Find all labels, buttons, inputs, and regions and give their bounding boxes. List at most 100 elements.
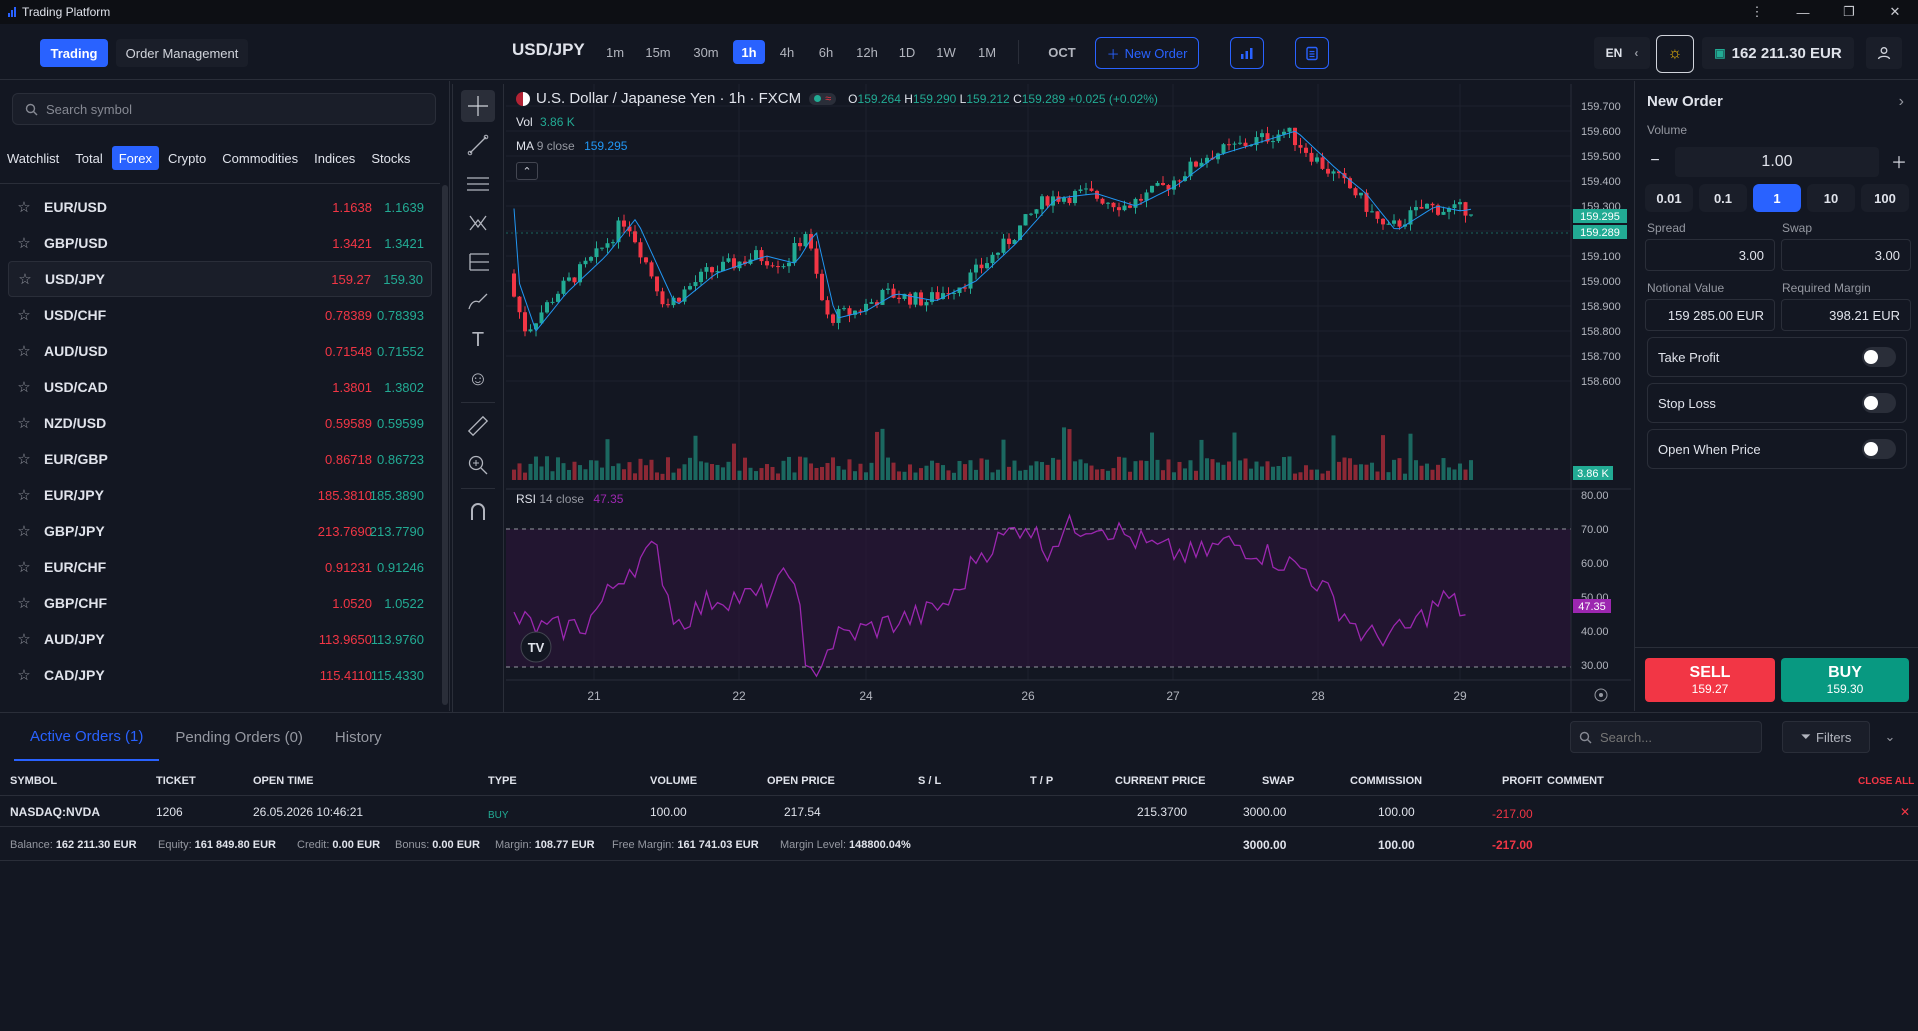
col-sl[interactable]: S / L [918,775,942,787]
col-swap[interactable]: SWAP [1262,775,1295,787]
star-icon[interactable]: ☆ [17,199,31,216]
close-all-button[interactable]: CLOSE ALL [1858,775,1915,787]
star-icon[interactable]: ☆ [17,523,31,540]
nav-order-management-button[interactable]: Order Management [116,39,248,67]
symbol-row[interactable]: ☆ USD/CHF 0.78389 0.78393 [8,297,432,333]
timeframe-6h[interactable]: 6h [818,44,834,60]
col-type[interactable]: TYPE [488,775,517,787]
zoom-tool[interactable] [461,449,495,481]
tab-active-orders[interactable]: Active Orders (1) [14,713,160,761]
star-icon[interactable]: ☆ [17,235,31,252]
symbol-row[interactable]: ☆ CAD/JPY 115.4110 115.4330 [8,657,432,693]
chevron-right-icon[interactable]: › [1898,93,1904,110]
volume-decrement-button[interactable]: − [1643,147,1667,175]
star-icon[interactable]: ☆ [17,307,31,324]
ruler-tool[interactable] [461,410,495,442]
orders-search[interactable] [1570,721,1762,753]
col-current-price[interactable]: CURRENT PRICE [1115,775,1206,787]
timeframe-1h[interactable]: 1h [733,40,765,64]
timeframe-1mo[interactable]: 1M [977,44,997,60]
chart-canvas[interactable]: 159.700159.600159.500159.400159.300159.2… [506,84,1631,712]
quick-volume-1[interactable]: 1 [1753,184,1801,212]
oct-button[interactable]: OCT [1048,44,1076,60]
quick-volume-0.01[interactable]: 0.01 [1645,184,1693,212]
price-chart[interactable]: 159.700159.600159.500159.400159.300159.2… [506,84,1631,712]
pattern-tool[interactable] [461,207,495,239]
filters-button[interactable]: ⏷ Filters [1782,721,1870,753]
buy-button[interactable]: BUY 159.30 [1781,658,1909,702]
col-volume[interactable]: VOLUME [650,775,698,787]
col-commission[interactable]: COMMISSION [1350,775,1423,787]
tab-stocks[interactable]: Stocks [371,150,411,166]
text-tool[interactable]: T [461,324,495,356]
close-order-icon[interactable]: ✕ [1900,805,1911,819]
symbol-search[interactable] [12,93,436,125]
tab-commodities[interactable]: Commodities [222,150,299,166]
search-input[interactable] [46,101,426,117]
horizontal-lines-tool[interactable] [461,168,495,200]
volume-increment-button[interactable]: ＋ [1887,147,1911,175]
quick-volume-0.1[interactable]: 0.1 [1699,184,1747,212]
col-tp[interactable]: T / P [1030,775,1054,787]
tab-indices[interactable]: Indices [314,150,356,166]
star-icon[interactable]: ☆ [17,343,31,360]
symbol-row[interactable]: ☆ USD/JPY 159.27 159.30 [8,261,432,297]
timeframe-12h[interactable]: 12h [856,44,878,60]
col-comment[interactable]: COMMENT [1547,775,1604,787]
tab-watchlist[interactable]: Watchlist [7,150,60,166]
star-icon[interactable]: ☆ [17,631,31,648]
timeframe-15m[interactable]: 15m [645,44,671,60]
timeframe-1w[interactable]: 1W [936,44,956,60]
symbol-row[interactable]: ☆ EUR/USD 1.1638 1.1639 [8,189,432,225]
chart-type-button[interactable] [1230,37,1264,69]
collapse-legend-button[interactable]: ⌃ [516,162,538,180]
symbol-row[interactable]: ☆ AUD/JPY 113.9650 113.9760 [8,621,432,657]
new-order-button[interactable]: ＋ New Order [1095,37,1199,69]
emoji-tool[interactable]: ☺ [461,363,495,395]
star-icon[interactable]: ☆ [17,451,31,468]
restore-button[interactable]: ❐ [1843,4,1855,19]
sell-button[interactable]: SELL 159.27 [1645,658,1775,702]
symbol-row[interactable]: ☆ EUR/CHF 0.91231 0.91246 [8,549,432,585]
timeframe-30m[interactable]: 30m [693,44,719,60]
symbol-row[interactable]: ☆ USD/CAD 1.3801 1.3802 [8,369,432,405]
take-profit-row[interactable]: Take Profit [1647,337,1907,377]
tab-crypto[interactable]: Crypto [167,150,207,166]
language-selector[interactable]: EN ‹ [1594,37,1650,69]
fib-tool[interactable] [461,246,495,278]
symbol-row[interactable]: ☆ GBP/JPY 213.7690 213.7790 [8,513,432,549]
account-balance[interactable]: ▣ 162 211.30 EUR [1702,37,1854,69]
user-profile-button[interactable] [1866,37,1902,69]
col-open-price[interactable]: OPEN PRICE [767,775,835,787]
close-window-button[interactable]: ✕ [1889,4,1901,19]
tab-forex[interactable]: Forex [111,146,159,170]
more-menu-icon[interactable]: ⋮ [1750,4,1764,19]
header-symbol[interactable]: USD/JPY [512,40,585,59]
timeframe-4h[interactable]: 4h [779,44,795,60]
star-icon[interactable]: ☆ [17,559,31,576]
magnet-tool[interactable] [461,496,495,528]
orders-search-input[interactable] [1600,729,1750,745]
col-symbol[interactable]: SYMBOL [10,775,58,787]
symbol-row[interactable]: ☆ NZD/USD 0.59589 0.59599 [8,405,432,441]
nav-trading-button[interactable]: Trading [40,39,108,67]
timeframe-1m[interactable]: 1m [605,44,625,60]
star-icon[interactable]: ☆ [17,415,31,432]
collapse-panel-button[interactable]: ⌄ [1876,721,1904,753]
chart-settings-icon[interactable] [1594,688,1608,702]
symbol-row[interactable]: ☆ AUD/USD 0.71548 0.71552 [8,333,432,369]
trend-line-tool[interactable] [461,129,495,161]
watchlist-scrollbar[interactable] [442,185,448,705]
star-icon[interactable]: ☆ [17,487,31,504]
col-profit[interactable]: PROFIT [1502,775,1543,787]
col-ticket[interactable]: TICKET [156,775,196,787]
brush-tool[interactable] [461,285,495,317]
tab-pending-orders[interactable]: Pending Orders (0) [175,728,303,746]
stop-loss-row[interactable]: Stop Loss [1647,383,1907,423]
snapshot-button[interactable] [1295,37,1329,69]
quick-volume-10[interactable]: 10 [1807,184,1855,212]
tab-total[interactable]: Total [75,150,103,166]
star-icon[interactable]: ☆ [17,667,31,684]
table-row[interactable]: NASDAQ:NVDA 1206 26.05.2026 10:46:21 BUY… [0,795,1918,827]
symbol-row[interactable]: ☆ GBP/USD 1.3421 1.3421 [8,225,432,261]
